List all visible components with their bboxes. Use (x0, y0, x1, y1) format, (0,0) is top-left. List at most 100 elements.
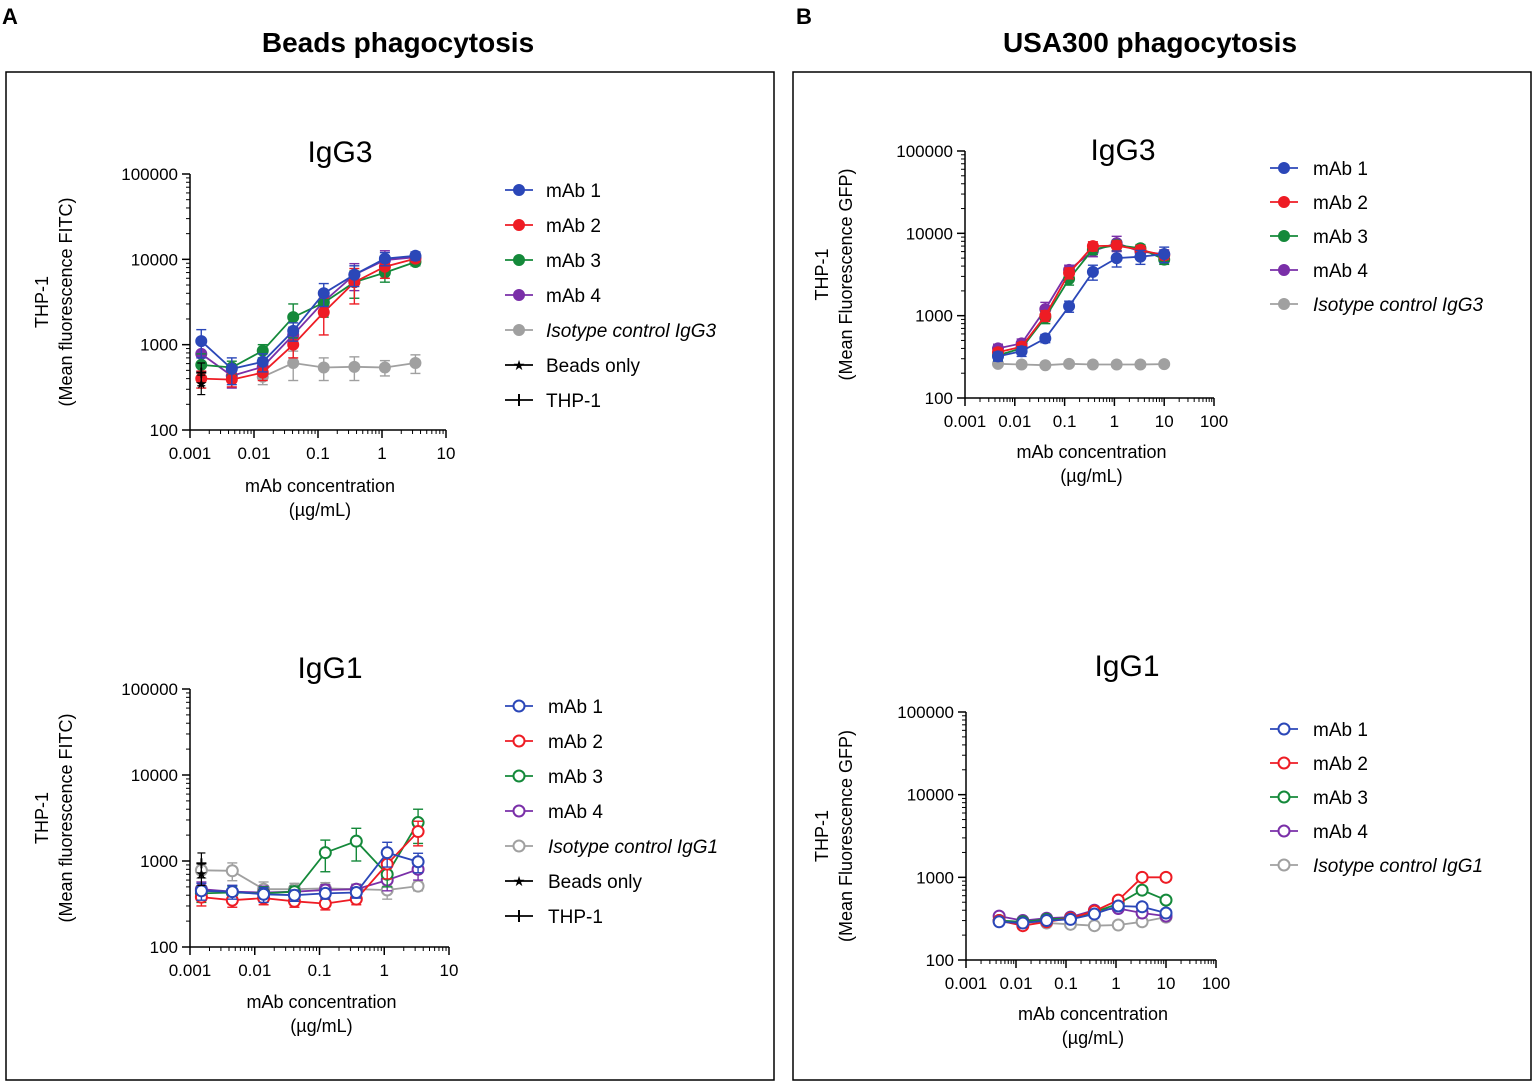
data-point (411, 879, 425, 893)
y-tick-label: 100000 (121, 165, 178, 184)
legend-marker (1278, 264, 1290, 276)
data-point (1086, 358, 1099, 371)
data-point (409, 249, 422, 262)
legend-label: mAb 4 (546, 286, 601, 307)
legend-marker (1278, 298, 1290, 310)
legend-label: mAb 1 (548, 697, 603, 718)
legend-marker (512, 769, 526, 783)
x-tick-label: 0.01 (238, 961, 271, 980)
y-tick-label: 100 (926, 951, 954, 970)
legend-label: mAb 1 (546, 181, 601, 202)
legend-item: mAb 3 (505, 767, 603, 788)
legend-item: mAb 1 (1270, 159, 1368, 180)
legend-label: mAb 3 (546, 251, 601, 272)
legend-marker (513, 219, 525, 231)
data-point (318, 886, 332, 900)
data-point (349, 886, 363, 900)
series-mab-1 (992, 899, 1173, 930)
x-tick-label: 10 (440, 961, 459, 980)
legend-marker (512, 734, 526, 748)
legend-item: mAb 4 (505, 802, 603, 823)
chart-title: IgG3 (1090, 134, 1155, 167)
legend: mAb 1 mAb 2 mAb 3 mAb 4 Isotype control IgG3 (1270, 159, 1483, 316)
y-axis-label: THP-1 (812, 810, 832, 862)
data-point (225, 864, 239, 878)
data-point (1135, 883, 1149, 897)
data-point (1111, 918, 1125, 932)
data-point (1158, 358, 1171, 371)
legend-label: THP-1 (546, 391, 601, 412)
x-tick-label: 0.001 (169, 444, 212, 463)
x-tick-label: 0.01 (237, 444, 270, 463)
series-mab-1 (194, 841, 425, 904)
chart-title: IgG3 (307, 136, 372, 169)
data-point (1111, 899, 1125, 913)
legend-label: THP-1 (548, 907, 603, 928)
data-point (411, 825, 425, 839)
data-point (1016, 916, 1030, 930)
legend-label: Beads only (546, 356, 641, 377)
x-tick-label: 100 (1202, 974, 1230, 993)
legend-label: mAb 1 (1313, 159, 1368, 180)
data-point (411, 855, 425, 869)
legend-item: mAb 1 (505, 697, 603, 718)
y-tick-label: 1000 (140, 336, 178, 355)
data-point (194, 884, 208, 898)
y-tick-label: 100 (150, 421, 178, 440)
x-tick-label: 10 (1155, 412, 1174, 431)
legend: mAb 1 mAb 2 mAb 3 mAb 4 Isotype control IgG1… (505, 697, 718, 928)
y-tick-label: 100000 (896, 142, 953, 161)
data-point (256, 355, 269, 368)
x-tick-label: 0.1 (306, 444, 330, 463)
data-point (225, 885, 239, 899)
legend-label: mAb 2 (1313, 754, 1368, 775)
y-axis-label-detail: (Mean Fluorescence GFP) (836, 168, 856, 380)
x-axis-label: mAb concentration (245, 476, 395, 496)
data-point (1015, 345, 1028, 358)
legend-item: mAb 1 (505, 181, 601, 202)
data-point (992, 915, 1006, 929)
x-tick-label: 1 (380, 961, 389, 980)
legend-marker (513, 254, 525, 266)
legend-label: Beads only (548, 872, 643, 893)
panel-title-a: Beads phagocytosis (262, 27, 534, 58)
x-axis-label: mAb concentration (1016, 442, 1166, 462)
legend-item: Isotype control IgG1 (505, 837, 718, 858)
legend-label: mAb 3 (1313, 788, 1368, 809)
data-point (1063, 357, 1076, 370)
legend-label: mAb 3 (548, 767, 603, 788)
y-tick-label: 10000 (131, 250, 178, 269)
data-point (348, 360, 361, 373)
data-point (1040, 914, 1054, 928)
legend-item: ★ Beads only (505, 872, 643, 893)
legend-item: mAb 4 (1270, 822, 1368, 843)
data-point (1086, 240, 1099, 253)
legend-marker (1277, 722, 1291, 736)
data-point (409, 356, 422, 369)
legend-item: mAb 2 (505, 216, 601, 237)
legend-item: mAb 3 (505, 251, 601, 272)
data-point (378, 252, 391, 265)
x-axis-label: mAb concentration (246, 992, 396, 1012)
data-point (348, 268, 361, 281)
data-point (1158, 248, 1171, 261)
panel-title-b: USA300 phagocytosis (1003, 27, 1297, 58)
legend-marker (1277, 790, 1291, 804)
series-isotype-control-igg3 (256, 350, 422, 386)
x-axis-unit: (µg/mL) (1062, 1028, 1124, 1048)
legend-label: mAb 3 (1313, 227, 1368, 248)
legend-label: mAb 4 (548, 802, 603, 823)
data-point (225, 362, 238, 375)
data-point (1039, 309, 1052, 322)
legend-label: Isotype control IgG1 (1313, 856, 1483, 877)
legend-label: Isotype control IgG3 (546, 321, 716, 342)
x-tick-label: 0.01 (998, 412, 1031, 431)
y-axis-label-detail: (Mean fluorescence FITC) (56, 197, 76, 406)
data-point (287, 356, 300, 369)
data-point (317, 361, 330, 374)
data-point (1110, 358, 1123, 371)
legend-item: mAb 2 (1270, 193, 1368, 214)
y-axis-label: THP-1 (32, 276, 52, 328)
legend-marker (512, 804, 526, 818)
